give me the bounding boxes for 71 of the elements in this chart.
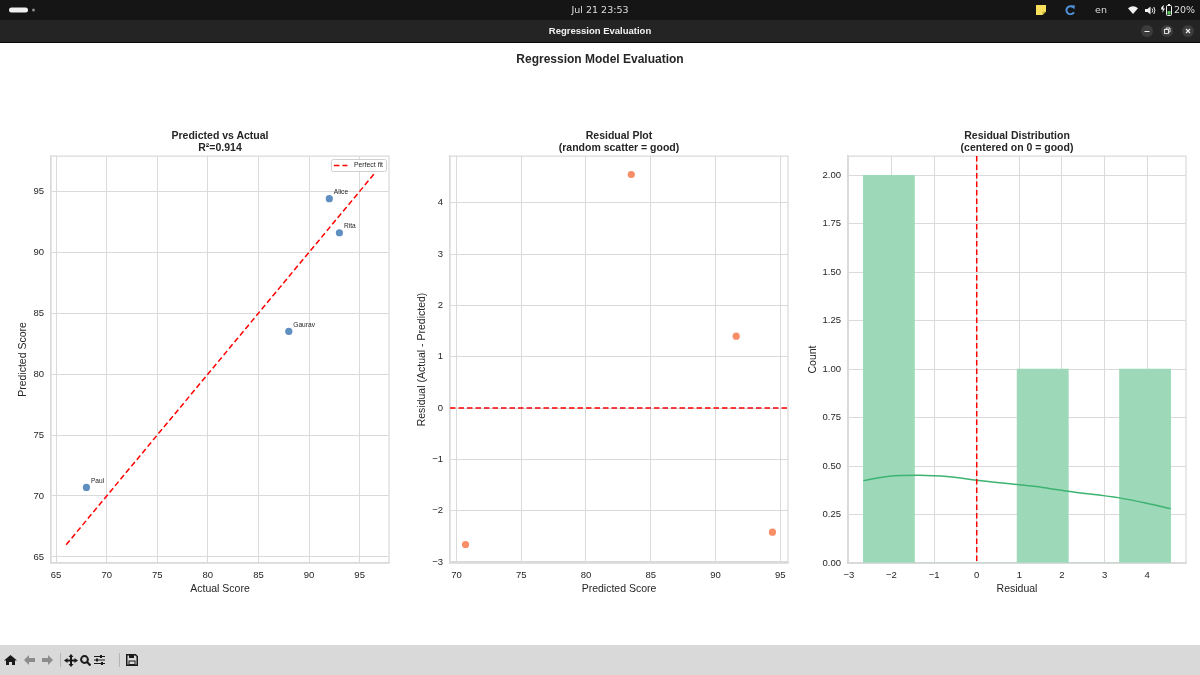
line-series [862,474,1172,510]
x-tick-label: 0 [974,569,980,581]
point [627,170,635,179]
y-tick-label: 1.00 [822,362,841,374]
x-tick-label: 90 [710,569,721,581]
y-tick-label: 1.75 [822,217,841,229]
y-tick-label: −1 [432,452,443,464]
y-tick-label: −3 [432,555,443,567]
point [732,332,740,340]
chart-subtitle: R²=0.914 [198,140,242,154]
chart-subtitle: (centered on 0 = good) [960,140,1074,154]
y-tick-label: 0.25 [822,508,841,520]
text: Regression Model Evaluation [516,52,684,67]
y-tick-label: 3 [437,247,443,259]
y-tick-label: 85 [33,306,44,318]
y-tick-label: 65 [33,550,44,562]
x-tick-label: −3 [843,569,855,581]
x-tick-label: 80 [580,569,592,581]
point [325,195,333,203]
y-axis-title: Count [806,345,819,374]
x-tick-label: 3 [1101,569,1108,581]
y-tick-label: 0.75 [822,411,841,423]
chart-subtitle: (random scatter = good) [558,140,680,154]
x-tick-label: 90 [303,569,315,581]
y-axis-title: Residual (Actual - Predicted) [414,292,427,427]
x-axis-title: Predicted Score [581,581,657,594]
x-tick-label: 75 [151,569,163,581]
text: en [1095,3,1107,16]
x-tick-label: 85 [645,569,657,581]
y-tick-label: 2.00 [822,169,841,181]
y-tick-label: 75 [33,428,44,440]
x-axis-title: Residual [996,581,1038,594]
point [335,229,344,237]
y-tick-label: 95 [33,184,44,196]
x-tick-label: 75 [515,569,527,581]
x-tick-label: 4 [1144,569,1150,581]
point [768,528,777,536]
y-tick-label: 4 [437,196,443,208]
text: Regression Evaluation [548,24,652,37]
y-tick-label: 0.00 [822,556,841,568]
point [461,540,470,549]
x-tick-label: −1 [928,569,940,581]
x-tick-label: 1 [1016,569,1022,581]
text: Jul 21 23:53 [571,3,629,16]
x-tick-label: 65 [50,569,62,581]
y-tick-label: 80 [33,367,44,379]
x-tick-label: 95 [354,569,365,581]
x-tick-label: 70 [451,569,462,581]
chart-title: Predicted vs Actual [171,129,269,142]
y-tick-label: −2 [432,504,443,516]
y-tick-label: 70 [33,489,44,501]
y-tick-label: 1 [437,350,443,362]
y-tick-label: 0.50 [822,459,841,471]
x-tick-label: −2 [886,569,897,581]
x-tick-label: 80 [202,569,214,581]
y-axis-title: Predicted Score [16,321,29,397]
x-tick-label: 70 [101,569,112,581]
chart-title: Residual Distribution [964,129,1070,142]
chart-title: Residual Plot [585,129,653,142]
x-tick-label: 85 [253,569,264,581]
y-tick-label: 90 [33,245,44,257]
y-tick-label: 2 [437,298,443,310]
point [82,483,91,492]
x-tick-label: 2 [1059,569,1065,581]
text: 20% [1174,3,1196,16]
x-axis-title: Actual Score [190,581,250,594]
y-tick-label: 0 [437,401,443,413]
x-tick-label: 95 [774,569,786,581]
y-tick-label: 1.50 [822,265,841,277]
point [285,327,293,336]
y-tick-label: 1.25 [822,314,841,326]
